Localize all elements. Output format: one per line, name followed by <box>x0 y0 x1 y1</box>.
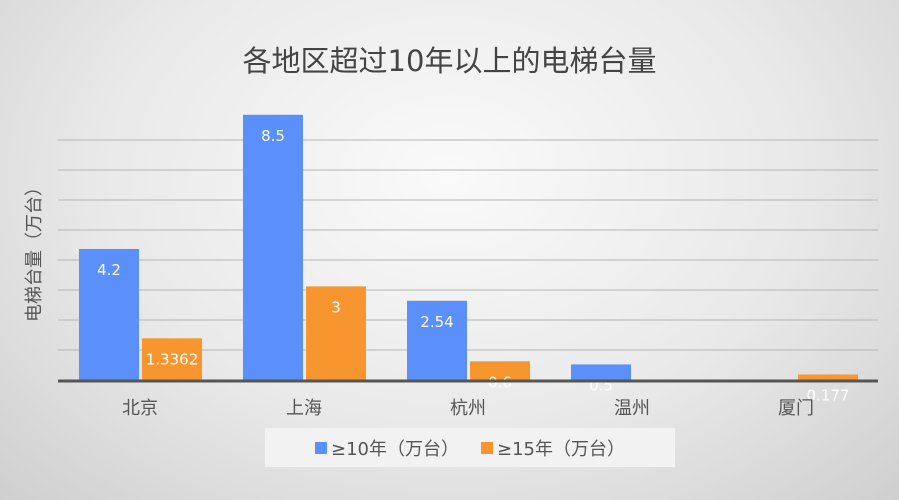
bar <box>571 364 631 380</box>
data-label: 8.5 <box>261 127 285 145</box>
data-label: 4.2 <box>97 261 121 279</box>
data-label: 1.3362 <box>146 350 199 368</box>
bar <box>79 248 139 380</box>
legend: ≥10年（万台） ≥15年（万台） <box>265 428 675 467</box>
data-label: 0.177 <box>807 386 850 404</box>
legend-label: ≥15年（万台） <box>497 438 625 460</box>
data-label: 3 <box>331 298 341 316</box>
x-tick-label: 杭州 <box>450 398 486 419</box>
legend-item-10y: ≥10年（万台） <box>315 435 459 461</box>
bar <box>470 361 530 380</box>
data-label: 0.5 <box>589 376 613 394</box>
bar <box>306 286 366 380</box>
legend-item-15y: ≥15年（万台） <box>481 435 625 461</box>
x-tick-label: 厦门 <box>778 398 814 419</box>
legend-swatch <box>315 441 327 454</box>
bar <box>798 374 858 380</box>
x-tick-label: 北京 <box>122 398 158 419</box>
chart-title: 各地区超过10年以上的电梯台量 <box>242 44 657 78</box>
legend-swatch <box>481 441 493 454</box>
data-label: 2.54 <box>420 313 453 331</box>
x-tick-label: 上海 <box>286 398 322 419</box>
bar <box>243 114 303 381</box>
x-tick-label: 温州 <box>614 398 650 419</box>
legend-label: ≥10年（万台） <box>331 438 459 460</box>
bar <box>142 338 202 380</box>
bar <box>407 300 467 380</box>
